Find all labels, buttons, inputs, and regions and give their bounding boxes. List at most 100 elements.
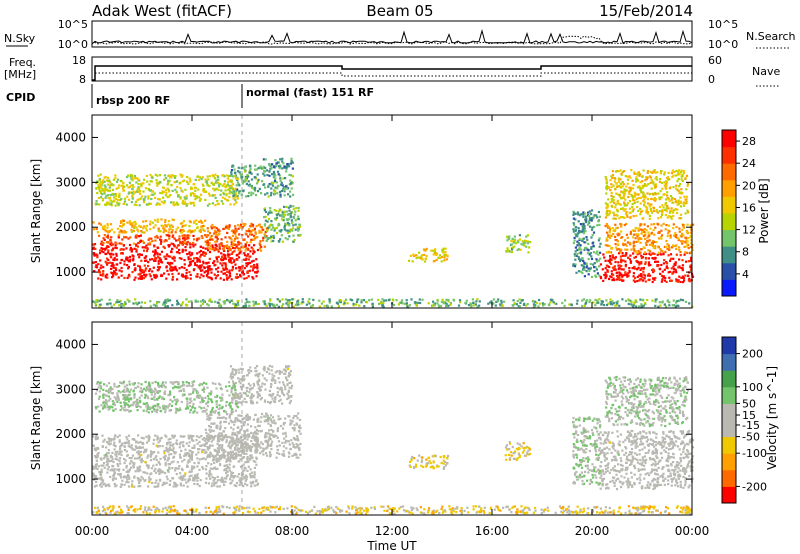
power-cell — [449, 303, 452, 306]
power-cell — [619, 178, 622, 181]
power-cell — [107, 197, 110, 200]
power-cell — [216, 270, 220, 273]
velocity-cell — [96, 453, 99, 456]
power-cell — [620, 230, 623, 233]
power-cell — [296, 299, 299, 303]
power-cell — [133, 191, 136, 194]
velocity-cell — [216, 459, 219, 462]
velocity-cell — [247, 445, 250, 448]
power-cell — [125, 247, 128, 250]
power-cell — [288, 173, 291, 177]
power-cell — [255, 225, 258, 228]
power-cell — [118, 184, 121, 187]
power-cell — [164, 189, 168, 192]
power-cell — [154, 276, 157, 279]
power-cell — [288, 209, 291, 212]
power-cell — [627, 195, 630, 199]
power-cell — [279, 158, 282, 161]
power-cell — [113, 256, 116, 260]
power-cell — [159, 191, 162, 195]
power-cell — [682, 226, 685, 229]
power-cell — [684, 251, 687, 254]
velocity-cell — [130, 457, 133, 460]
velocity-cell — [181, 460, 184, 463]
power-cell — [685, 239, 688, 242]
power-cell — [121, 187, 125, 190]
velocity-cell — [103, 438, 106, 441]
velocity-cell — [299, 453, 302, 456]
power-cell — [673, 170, 676, 173]
power-cell — [283, 205, 286, 208]
power-cell — [103, 180, 106, 183]
power-cell — [173, 237, 176, 240]
power-cell — [574, 250, 577, 253]
velocity-cell — [209, 467, 212, 470]
power-cell — [247, 235, 250, 238]
power-cell — [181, 273, 184, 276]
power-cell — [249, 233, 252, 236]
power-cell — [128, 185, 132, 188]
power-cell — [97, 299, 100, 302]
power-cell — [233, 247, 236, 250]
velocity-cell — [195, 453, 198, 456]
power-cell — [615, 192, 618, 195]
velocity-cell — [108, 443, 111, 446]
power-cell — [253, 229, 256, 232]
power-cell — [585, 246, 588, 249]
power-cell — [582, 237, 585, 240]
power-cell — [199, 198, 202, 201]
power-cell — [665, 280, 668, 283]
power-cell — [489, 301, 492, 304]
velocity-cell — [246, 484, 249, 487]
power-cell — [424, 257, 427, 260]
power-cell — [168, 228, 171, 231]
power-cell — [690, 242, 693, 245]
power-cell — [114, 192, 118, 196]
velocity-cell — [198, 440, 201, 443]
velocity-cell — [186, 464, 189, 467]
velocity-cell — [247, 447, 250, 450]
power-cell — [257, 167, 260, 170]
power-cell — [677, 280, 680, 283]
power-cell — [616, 210, 619, 213]
power-cell — [677, 202, 680, 205]
power-cell — [690, 228, 693, 231]
power-cell — [574, 226, 577, 229]
power-cell — [244, 195, 248, 198]
power-cell — [163, 178, 166, 181]
power-cell — [643, 183, 647, 186]
power-cell — [287, 305, 290, 308]
power-cell — [229, 257, 232, 260]
power-cell — [139, 266, 142, 270]
power-cell — [623, 203, 626, 206]
power-cell — [675, 278, 678, 281]
power-cell — [153, 252, 157, 255]
cpid-mode-0: rbsp 200 RF — [96, 94, 170, 107]
velocity-cell — [184, 472, 187, 475]
power-cell — [668, 246, 671, 249]
power-cell — [581, 272, 584, 275]
power-cell — [605, 184, 609, 187]
power-cell — [200, 177, 203, 181]
power-cell — [266, 228, 269, 231]
velocity-cell — [96, 467, 99, 471]
power-cell — [520, 243, 523, 246]
power-cell — [626, 182, 629, 185]
velocity-cell — [226, 466, 230, 469]
power-cell — [682, 172, 686, 175]
power-cell — [157, 256, 160, 259]
velocity-cell — [175, 439, 178, 442]
power-cell — [96, 256, 99, 259]
velocity-cell — [242, 463, 245, 466]
power-cell — [283, 165, 286, 168]
power-cell — [167, 223, 170, 226]
velocity-cell — [124, 441, 127, 444]
power-cell — [107, 258, 110, 261]
power-cell — [159, 174, 162, 177]
power-cell — [681, 228, 684, 231]
power-cell — [349, 298, 352, 301]
power-cell — [194, 229, 197, 232]
velocity-cell — [244, 443, 247, 447]
power-cell — [242, 305, 246, 308]
